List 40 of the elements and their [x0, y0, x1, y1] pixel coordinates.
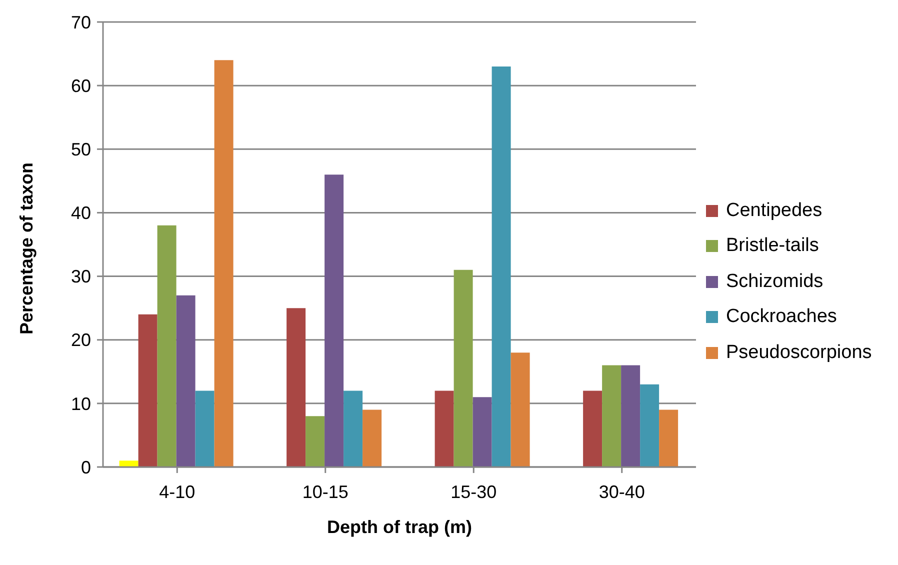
bar — [306, 416, 325, 467]
y-tick-label: 60 — [70, 76, 91, 96]
bar — [621, 365, 640, 467]
bar — [583, 390, 602, 467]
y-tick-label: 30 — [70, 266, 91, 287]
x-tick-label: 30-40 — [598, 482, 645, 502]
y-tick-label: 40 — [70, 203, 91, 224]
bar — [138, 314, 158, 467]
bar — [472, 397, 492, 467]
x-tick-label: 4-10 — [159, 482, 196, 502]
legend-label: Cockroaches — [726, 306, 837, 328]
bar — [434, 390, 454, 467]
bar — [119, 460, 138, 467]
legend-label: Bristle-tails — [726, 235, 819, 258]
x-tick-label: 10-15 — [302, 482, 348, 502]
bar — [195, 390, 214, 467]
bar — [454, 270, 473, 467]
y-axis-title: Percentage of taxon — [16, 162, 36, 334]
legend-label: Pseudoscorpions — [726, 342, 872, 364]
bar — [492, 66, 511, 467]
y-tick-label: 20 — [70, 330, 91, 350]
bar — [362, 410, 382, 467]
bar — [602, 365, 622, 467]
y-tick-label: 50 — [70, 140, 91, 160]
bar — [510, 352, 530, 467]
bar — [344, 390, 363, 467]
bar — [324, 174, 344, 467]
y-tick-label: 0 — [80, 457, 91, 478]
bar — [214, 60, 234, 467]
y-tick-label: 70 — [70, 12, 91, 32]
x-axis-title: Depth of trap (m) — [327, 517, 472, 537]
bar — [286, 308, 306, 467]
bar — [157, 225, 176, 467]
bar — [176, 295, 196, 467]
bar — [659, 410, 678, 467]
legend-label: Schizomids — [726, 270, 824, 293]
x-tick-label: 15-30 — [450, 482, 497, 502]
y-tick-label: 10 — [70, 394, 91, 414]
legend-label: Centipedes — [726, 200, 822, 222]
bar — [640, 384, 660, 467]
